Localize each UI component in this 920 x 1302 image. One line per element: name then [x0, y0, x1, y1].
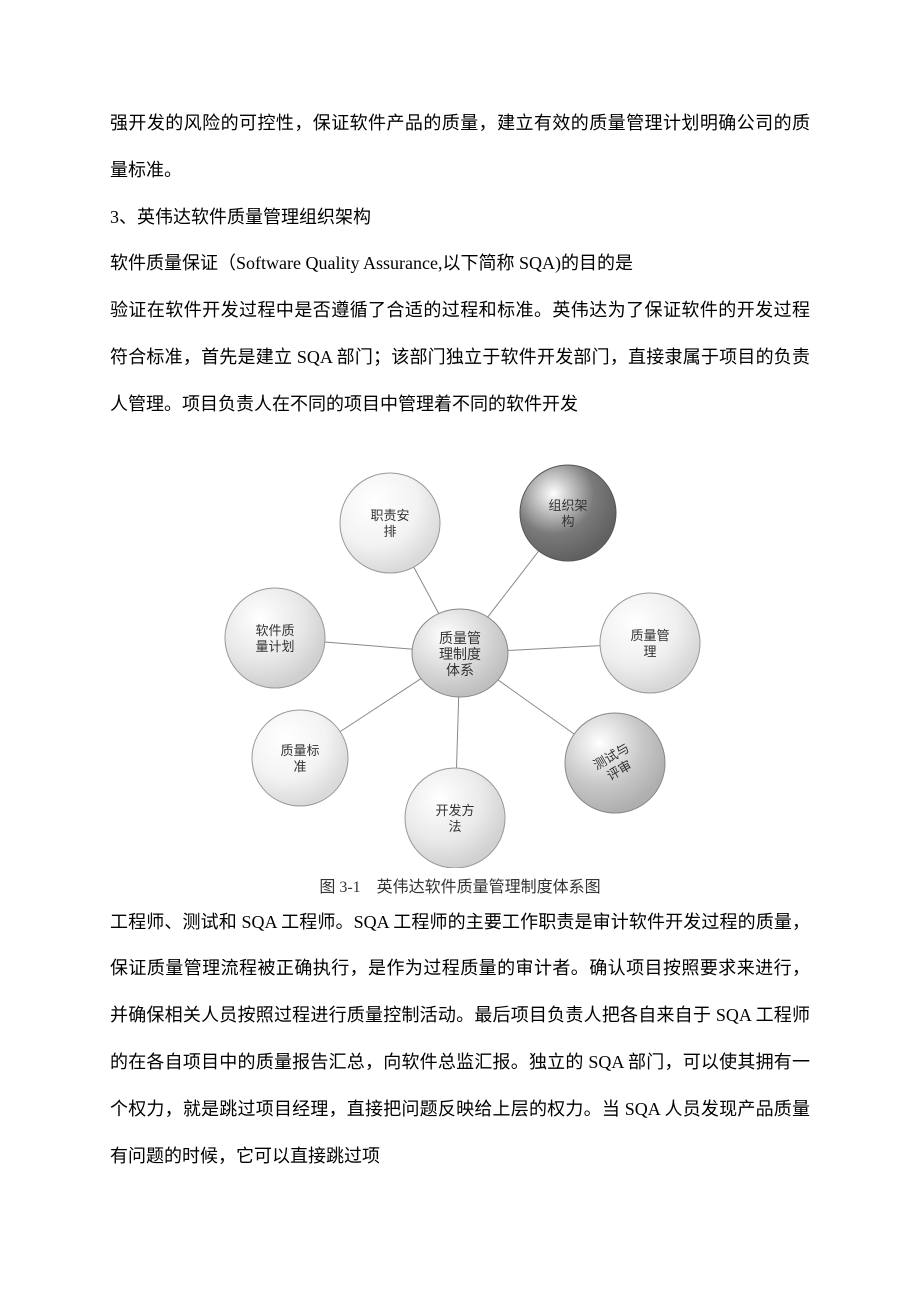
paragraph-5: 工程师、测试和 SQA 工程师。SQA 工程师的主要工作职责是审计软件开发过程的…: [110, 899, 810, 1180]
quality-system-diagram: 质量管理制度体系组织架构职责安排软件质量计划质量管理质量标准测试与评审开发方法: [180, 438, 740, 868]
svg-text:软件质量计划: 软件质量计划: [255, 623, 294, 654]
paragraph-4: 验证在软件开发过程中是否遵循了合适的过程和标准。英伟达为了保证软件的开发过程符合…: [110, 287, 810, 427]
paragraph-3: 软件质量保证（Software Quality Assurance,以下简称 S…: [110, 240, 810, 287]
diagram-svg: 质量管理制度体系组织架构职责安排软件质量计划质量管理质量标准测试与评审开发方法: [180, 438, 740, 868]
paragraph-1: 强开发的风险的可控性，保证软件产品的质量，建立有效的质量管理计划明确公司的质量标…: [110, 100, 810, 194]
heading-section-3: 3、英伟达软件质量管理组织架构: [110, 194, 810, 241]
diagram-caption: 图 3-1 英伟达软件质量管理制度体系图: [110, 873, 810, 897]
